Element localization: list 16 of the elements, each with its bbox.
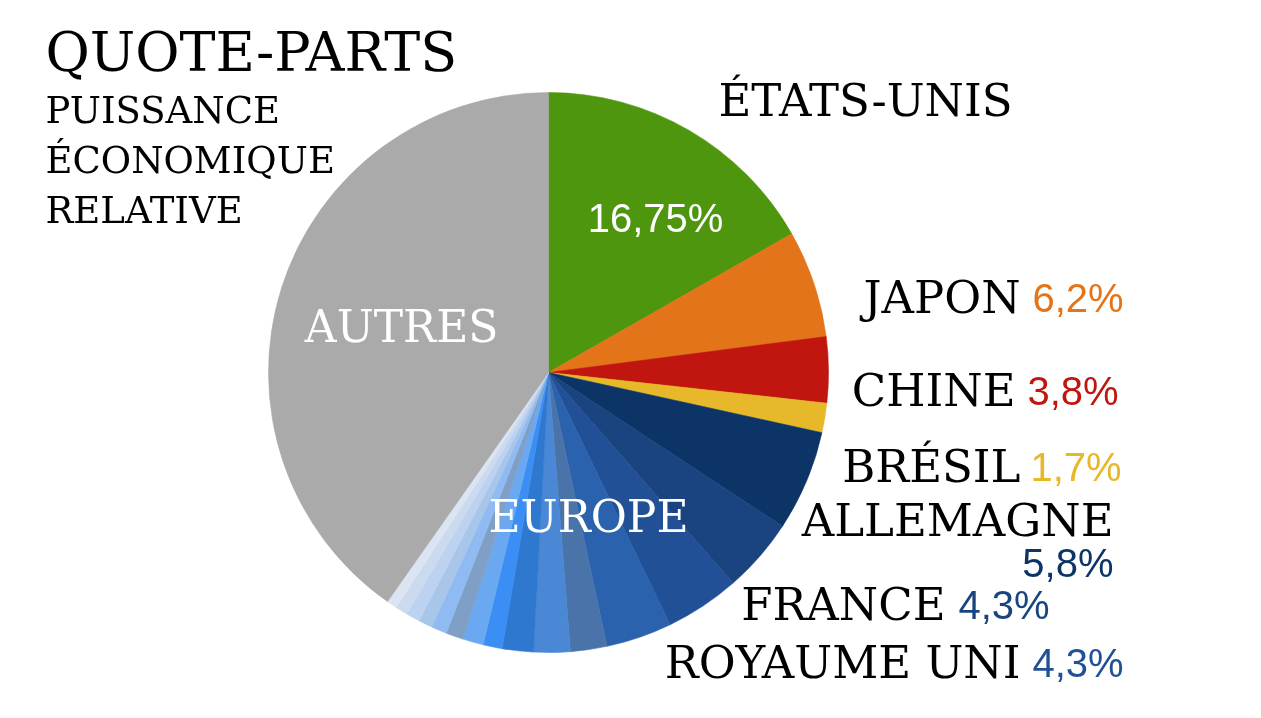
data-label: 4,3% [1032, 640, 1124, 685]
slice-label: BRÉSIL [842, 440, 1021, 493]
slice-label: JAPON [859, 271, 1021, 324]
text: EUROPE [488, 491, 689, 542]
slice-label: ROYAUME UNI [664, 636, 1021, 689]
data-label: 1,7% [1030, 444, 1122, 489]
text: PUISSANCE ÉCONOMIQUE RELATIVE [45, 89, 335, 232]
slice-label: FRANCE [741, 578, 946, 631]
slice-label: AUTRES [303, 300, 499, 352]
data-label: 6,2% [1032, 275, 1124, 320]
slice-label: ÉTATS-UNIS [718, 74, 1013, 127]
data-label: 4,3% [958, 582, 1050, 627]
data-label: 3,8% [1027, 368, 1119, 413]
data-label: 16,75% [587, 195, 724, 240]
chart-title: QUOTE-PARTS [45, 21, 458, 84]
slice-label: CHINE [851, 364, 1016, 417]
